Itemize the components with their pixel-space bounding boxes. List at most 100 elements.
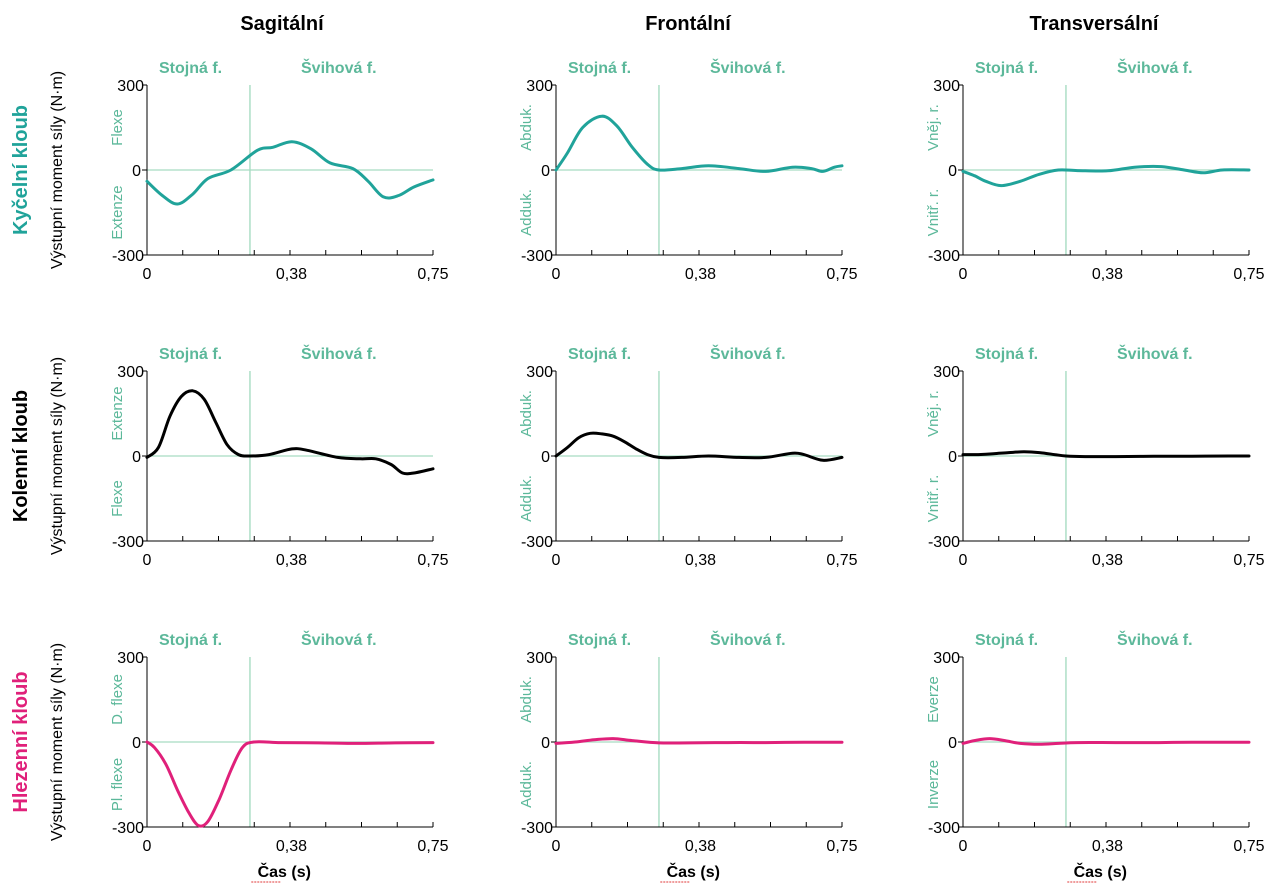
series-line: [554, 114, 844, 173]
y-tick-label: 300: [933, 364, 960, 381]
joint-label-0: Kyčelní kloub: [10, 105, 32, 235]
x-tick-label: 0: [959, 838, 968, 855]
stance-phase-label: Stojná f.: [975, 60, 1038, 77]
x-tick-label: 0: [552, 552, 561, 569]
y-tick-label: 0: [541, 449, 550, 466]
stance-phase-label: Stojná f.: [975, 346, 1038, 363]
y-tick-label: 300: [117, 650, 144, 667]
series-line: [145, 740, 435, 828]
series-line: [145, 389, 435, 476]
series-line: [961, 164, 1251, 188]
y-tick-label: 300: [526, 650, 553, 667]
y-tick-label: 0: [132, 449, 141, 466]
direction-label-negative: Pl. flexe: [109, 758, 126, 811]
x-tick-label: 0,75: [1233, 266, 1264, 283]
swing-phase-label: Švihová f.: [1117, 58, 1193, 77]
x-tick-label: 0,75: [417, 838, 448, 855]
x-tick-label: 0,38: [685, 552, 716, 569]
x-axis-label: Čas (s): [1074, 862, 1127, 881]
y-tick-label: 0: [948, 735, 957, 752]
y-tick-label: 0: [948, 163, 957, 180]
swing-phase-label: Švihová f.: [1117, 630, 1193, 649]
x-tick-label: 0,75: [1233, 552, 1264, 569]
y-axis-label-2: Výstupní moment síly (N·m): [49, 643, 66, 841]
x-tick-label: 0: [959, 266, 968, 283]
x-tick-label: 0: [143, 552, 152, 569]
direction-label-negative: Flexe: [109, 480, 126, 517]
y-tick-label: 300: [117, 78, 144, 95]
y-tick-label: 0: [541, 735, 550, 752]
swing-phase-label: Švihová f.: [710, 344, 786, 363]
y-tick-label: 300: [933, 650, 960, 667]
column-title-sagittal: Sagitální: [240, 13, 325, 35]
stance-phase-label: Stojná f.: [975, 632, 1038, 649]
x-tick-label: 0,75: [417, 552, 448, 569]
direction-label-negative: Inverze: [925, 760, 942, 809]
y-tick-label: 300: [526, 364, 553, 381]
x-tick-label: 0: [143, 838, 152, 855]
x-axis-label: Čas (s): [258, 862, 311, 881]
y-tick-label: -300: [521, 248, 553, 265]
y-tick-label: 0: [948, 449, 957, 466]
swing-phase-label: Švihová f.: [710, 58, 786, 77]
y-tick-label: 0: [132, 163, 141, 180]
y-axis-label-0: Výstupní moment síly (N·m): [49, 71, 66, 269]
y-tick-label: -300: [928, 534, 960, 551]
y-tick-label: -300: [521, 534, 553, 551]
swing-phase-label: Švihová f.: [301, 630, 377, 649]
y-tick-label: -300: [521, 820, 553, 837]
y-tick-label: -300: [928, 248, 960, 265]
x-tick-label: 0,75: [1233, 838, 1264, 855]
x-tick-label: 0,75: [826, 838, 857, 855]
x-tick-label: 0,38: [685, 266, 716, 283]
direction-label-positive: Vněj. r.: [925, 390, 942, 437]
stance-phase-label: Stojná f.: [568, 60, 631, 77]
direction-label-positive: D. flexe: [109, 674, 126, 725]
direction-label-positive: Extenze: [109, 386, 126, 440]
y-tick-label: 300: [117, 364, 144, 381]
y-tick-label: -300: [112, 820, 144, 837]
x-tick-label: 0: [143, 266, 152, 283]
x-tick-label: 0,38: [1092, 552, 1123, 569]
direction-label-positive: Abduk.: [518, 676, 535, 723]
series-line: [554, 737, 844, 745]
series-line: [554, 431, 844, 462]
stance-phase-label: Stojná f.: [568, 632, 631, 649]
series-line: [145, 140, 435, 206]
direction-label-negative: Adduk.: [518, 475, 535, 522]
joint-label-2: Hlezenní kloub: [10, 671, 32, 812]
direction-label-positive: Abduk.: [518, 104, 535, 151]
y-tick-label: 0: [132, 735, 141, 752]
x-tick-label: 0,75: [417, 266, 448, 283]
stance-phase-label: Stojná f.: [159, 60, 222, 77]
swing-phase-label: Švihová f.: [1117, 344, 1193, 363]
x-tick-label: 0: [959, 552, 968, 569]
direction-label-negative: Adduk.: [518, 189, 535, 236]
stance-phase-label: Stojná f.: [568, 346, 631, 363]
direction-label-negative: Extenze: [109, 185, 126, 239]
row-labels-layer: Kyčelní kloub Výstupní moment síly (N·m) K…: [10, 71, 66, 841]
x-tick-label: 0,38: [685, 838, 716, 855]
stance-phase-label: Stojná f.: [159, 346, 222, 363]
x-tick-label: 0,38: [1092, 266, 1123, 283]
direction-label-negative: Vnitř. r.: [925, 475, 942, 523]
y-tick-label: -300: [112, 248, 144, 265]
y-tick-label: 300: [933, 78, 960, 95]
y-tick-label: 300: [526, 78, 553, 95]
stance-phase-label: Stojná f.: [159, 632, 222, 649]
joint-label-1: Kolenní kloub: [10, 390, 32, 522]
x-tick-label: 0,38: [276, 838, 307, 855]
column-title-transversal: Transversální: [1030, 13, 1160, 35]
direction-label-negative: Adduk.: [518, 761, 535, 808]
direction-label-positive: Abduk.: [518, 390, 535, 437]
x-tick-label: 0: [552, 266, 561, 283]
